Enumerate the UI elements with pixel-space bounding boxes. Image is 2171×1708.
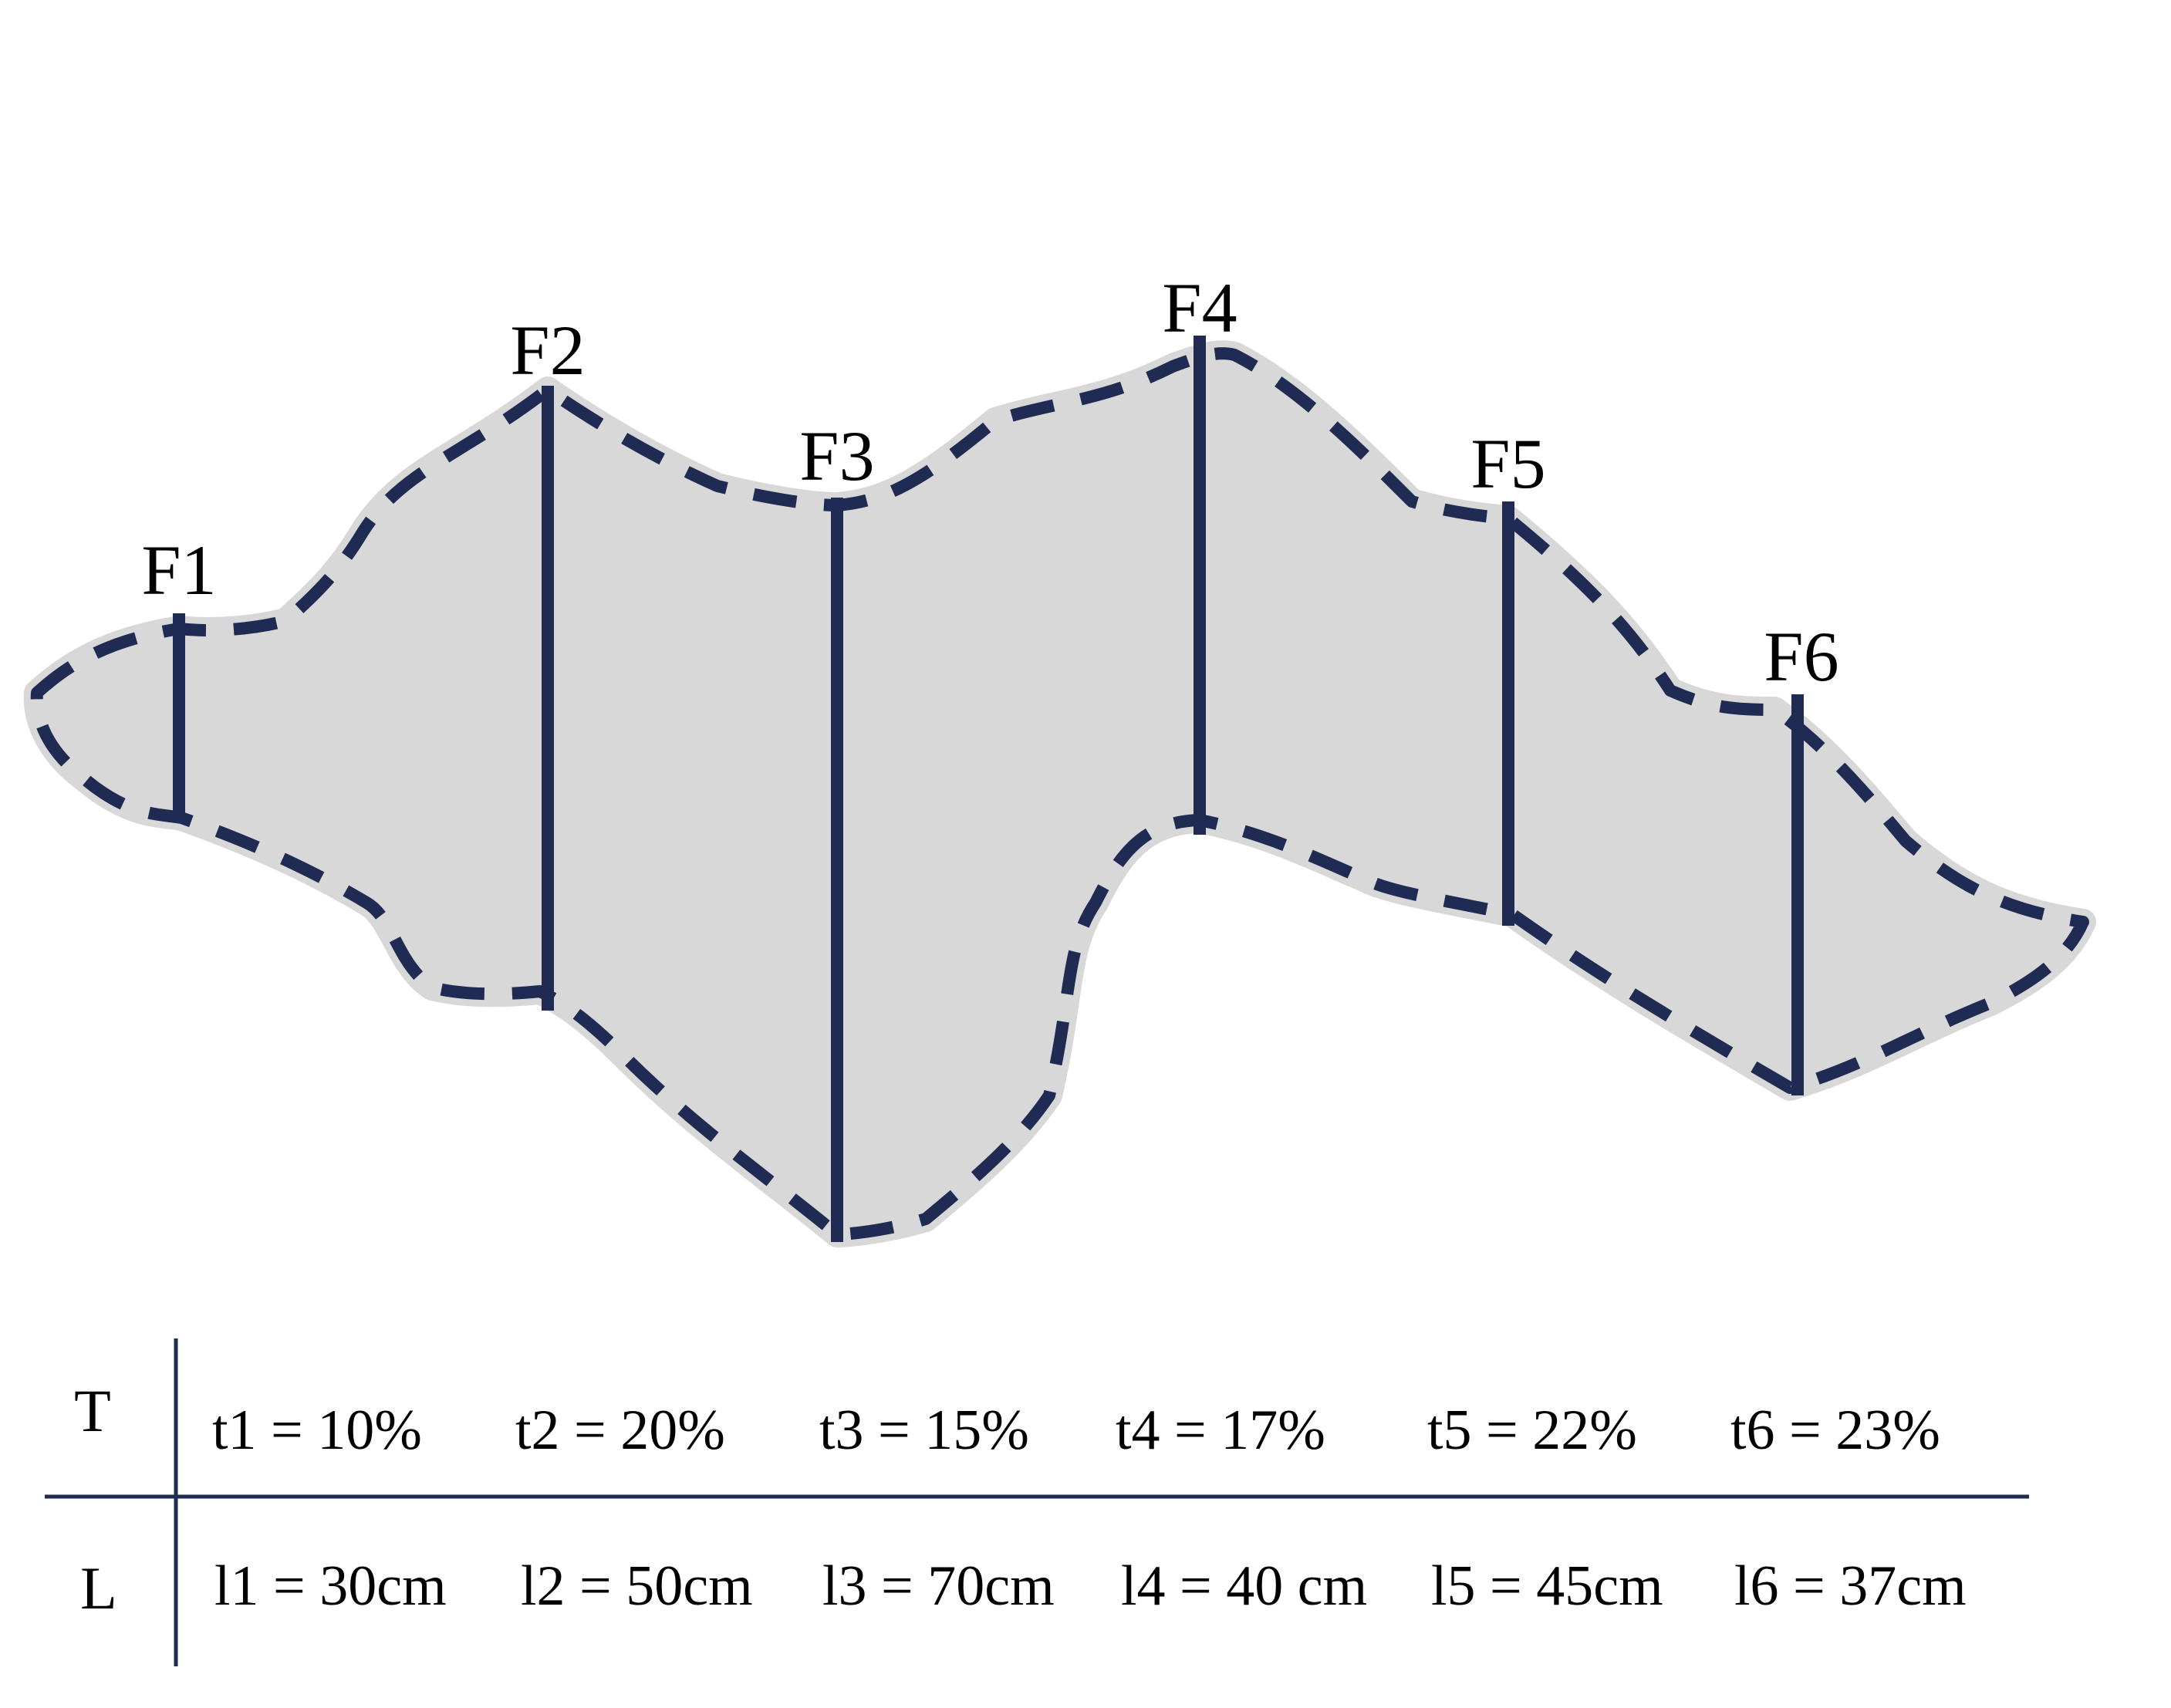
fracture-label-f6: F6 — [1764, 617, 1838, 696]
table-cell-l5: l5 = 45cm — [1431, 1554, 1663, 1618]
table-cell-t5: t5 = 22% — [1427, 1399, 1637, 1462]
table-cell-l2: l2 = 50cm — [521, 1554, 753, 1618]
body-outline — [23, 340, 2096, 1247]
fracture-label-f3: F3 — [799, 417, 874, 495]
table-row-header-t: T — [74, 1377, 111, 1444]
table-cell-l6: l6 = 37cm — [1734, 1554, 1967, 1618]
fracture-label-f5: F5 — [1470, 424, 1545, 503]
fracture-label-f1: F1 — [141, 531, 216, 609]
table-cell-t4: t4 = 17% — [1116, 1399, 1325, 1462]
table-row-header-l: L — [80, 1554, 117, 1622]
body-dashed-border — [30, 347, 2089, 1240]
table-cell-t3: t3 = 15% — [819, 1399, 1029, 1462]
table-cell-t1: t1 = 10% — [212, 1399, 422, 1462]
table-cell-t2: t2 = 20% — [515, 1399, 725, 1462]
table-cell-t6: t6 = 23% — [1730, 1399, 1940, 1462]
table-cell-l3: l3 = 70cm — [822, 1554, 1055, 1618]
table-cell-l4: l4 = 40 cm — [1121, 1554, 1367, 1618]
fracture-label-f2: F2 — [510, 311, 585, 390]
table-cell-l1: l1 = 30cm — [214, 1554, 447, 1618]
fracture-label-f4: F4 — [1162, 268, 1237, 347]
